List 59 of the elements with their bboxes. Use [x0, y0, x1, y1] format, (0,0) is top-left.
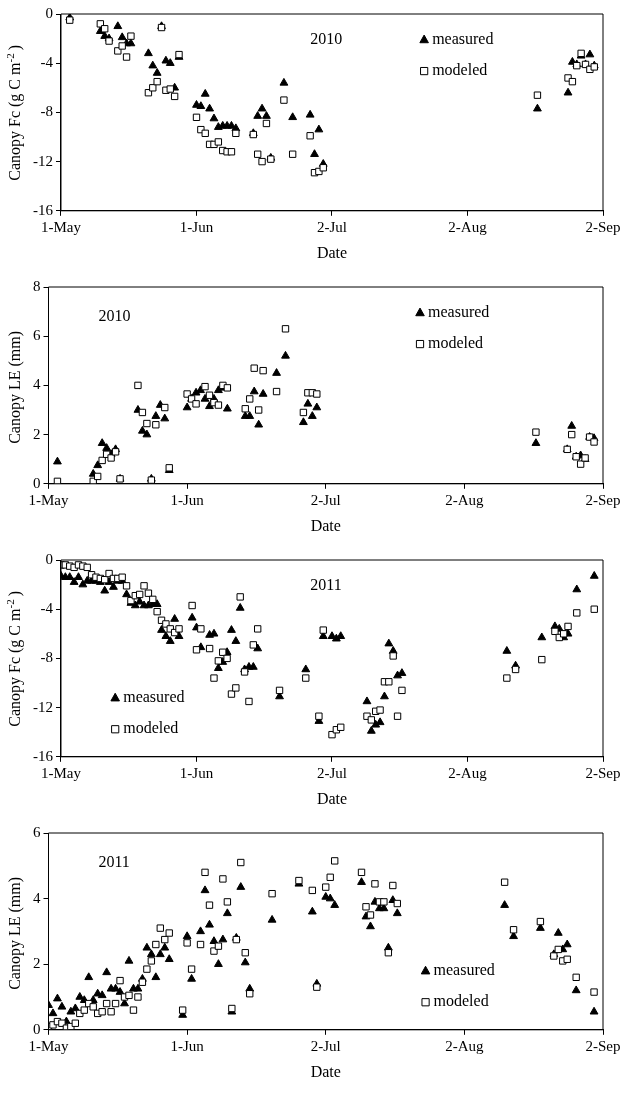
x-tick-label: 2-Jul: [310, 491, 341, 508]
x-tick-label: 1-May: [28, 491, 69, 508]
x-tick-label: 2-Aug: [448, 764, 488, 781]
y-tick-label: -4: [40, 54, 54, 71]
x-tick-label: 2-Aug: [445, 1037, 485, 1054]
y-tick-label: 0: [45, 4, 53, 21]
x-tick-label: 1-Jun: [170, 491, 205, 508]
legend-label: modeled: [433, 992, 489, 1010]
legend-label: modeled: [432, 61, 488, 79]
y-tick-label: 2: [33, 955, 41, 972]
legend-label: measured: [428, 302, 490, 320]
y-axis-title: Canopy Fc (g C m-2): [3, 45, 25, 181]
annotation: 2011: [98, 852, 130, 870]
x-axis-title: Date: [310, 516, 341, 534]
y-axis-title: Canopy LE (mm): [6, 876, 25, 990]
y-tick-label: 4: [33, 889, 41, 906]
x-tick-label: 2-Sep: [585, 1037, 621, 1054]
y-tick-label: 6: [33, 327, 41, 344]
x-tick-label: 1-Jun: [179, 218, 214, 235]
annotation: 2010: [98, 306, 131, 324]
y-tick-label: 8: [33, 277, 41, 294]
y-axis-title: Canopy Fc (g C m-2): [3, 591, 25, 727]
x-tick-label: 2-Jul: [310, 1037, 341, 1054]
x-axis-title: Date: [316, 789, 348, 807]
x-tick-label: 1-May: [41, 764, 82, 781]
y-tick-label: 0: [33, 474, 41, 491]
y-axis-title: Canopy LE (mm): [6, 330, 25, 444]
y-tick-label: -16: [33, 747, 54, 764]
y-tick-label: -16: [33, 201, 54, 218]
y-tick-label: 2: [33, 425, 41, 442]
x-tick-label: 1-May: [28, 1037, 69, 1054]
annotation: 2010: [310, 29, 343, 47]
y-tick-label: -8: [40, 103, 53, 120]
x-tick-label: 2-Aug: [445, 491, 485, 508]
legend-label: modeled: [123, 719, 179, 737]
x-axis-title: Date: [310, 1062, 341, 1080]
legend-label: measured: [433, 960, 495, 978]
y-tick-label: 6: [33, 823, 41, 840]
y-tick-label: -12: [33, 698, 53, 715]
x-tick-label: 2-Sep: [585, 764, 621, 781]
y-tick-label: -4: [40, 600, 54, 617]
annotation: 2011: [310, 575, 342, 593]
x-axis-title: Date: [316, 243, 348, 261]
y-tick-label: -8: [40, 649, 53, 666]
y-tick-label: 0: [33, 1020, 41, 1037]
x-tick-label: 2-Sep: [585, 218, 621, 235]
legend-label: measured: [123, 687, 185, 705]
y-tick-label: 4: [33, 376, 41, 393]
y-tick-label: -12: [33, 152, 53, 169]
y-tick-label: 0: [45, 550, 53, 567]
x-tick-label: 2-Sep: [585, 491, 621, 508]
x-tick-label: 1-Jun: [170, 1037, 205, 1054]
x-tick-label: 1-May: [41, 218, 82, 235]
legend-label: measured: [432, 29, 494, 47]
x-tick-label: 2-Jul: [317, 218, 347, 235]
x-tick-label: 2-Jul: [317, 764, 347, 781]
x-tick-label: 2-Aug: [448, 218, 488, 235]
legend-label: modeled: [428, 334, 484, 352]
x-tick-label: 1-Jun: [179, 764, 214, 781]
